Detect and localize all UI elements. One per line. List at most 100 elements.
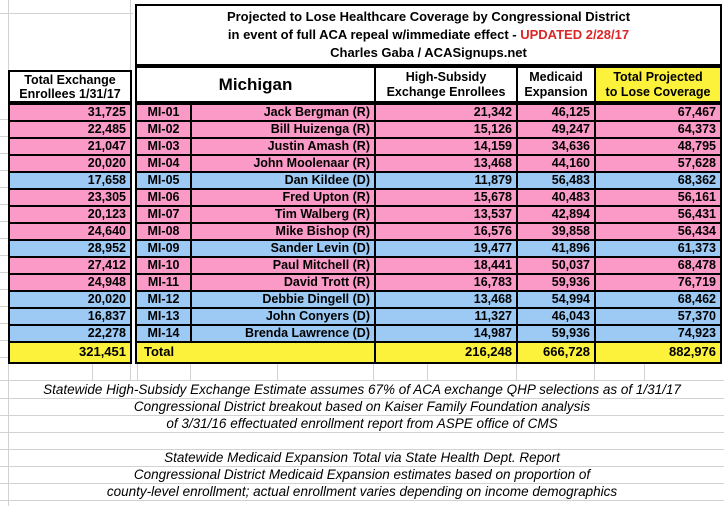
- exchange-enrollees-cell: 21,047: [10, 139, 130, 156]
- district-cell: MI-01: [137, 105, 192, 120]
- gridline: [130, 364, 131, 380]
- gridline: [427, 364, 428, 380]
- total-row: Total 216,248 666,728 882,976: [137, 343, 720, 362]
- total-projected-cell: 68,362: [677, 173, 716, 187]
- rep-name-cell: Debbie Dingell (D): [192, 292, 376, 307]
- gridline: [0, 398, 724, 399]
- gridline: [0, 415, 724, 416]
- district-cell: MI-13: [137, 309, 192, 324]
- gridline: [8, 364, 9, 506]
- col-header-total-projected: Total Projected to Lose Coverage: [596, 68, 720, 101]
- medicaid-cell: 46,043: [518, 309, 596, 324]
- total-projected-cell: 68,478: [677, 258, 716, 272]
- rep-name-cell: Justin Amash (R): [192, 139, 376, 154]
- exchange-enrollees-cell: 17,658: [10, 173, 130, 190]
- gridline: [373, 364, 374, 380]
- col-header-high-subsidy: High-Subsidy Exchange Enrollees: [376, 68, 518, 101]
- high-subsidy-cell: 11,879: [376, 173, 518, 188]
- high-subsidy-cell: 13,468: [376, 156, 518, 171]
- gridline: [0, 380, 724, 381]
- rep-name-cell: Mike Bishop (R): [192, 224, 376, 239]
- rep-name-cell: Jack Bergman (R): [192, 105, 376, 120]
- table-row: MI-11 David Trott (R) 16,783 59,936 76,719: [137, 275, 720, 292]
- total-projected-cell: 67,467: [677, 105, 716, 119]
- total-projected-cell: 76,719: [677, 275, 716, 289]
- district-cell: MI-08: [137, 224, 192, 239]
- total-medicaid-cell: 666,728: [518, 343, 596, 362]
- district-cell: MI-06: [137, 190, 192, 205]
- title-block: Projected to Lose Healthcare Coverage by…: [135, 4, 722, 66]
- rep-name-cell: Paul Mitchell (R): [192, 258, 376, 273]
- table-row: MI-09 Sander Levin (D) 19,477 41,896 61,373: [137, 241, 720, 258]
- high-subsidy-cell: 21,342: [376, 105, 518, 120]
- total-projected-cell: 56,161: [677, 190, 716, 204]
- table-row: MI-02 Bill Huizenga (R) 15,126 49,247 64,373: [137, 122, 720, 139]
- high-subsidy-cell: 15,678: [376, 190, 518, 205]
- left-column-values: 31,725 22,485 21,047 20,020 17,658 23,30…: [8, 103, 132, 364]
- gridline: [0, 483, 724, 484]
- footnote-exchange-line3: of 3/31/16 effectuated enrollment report…: [166, 416, 558, 431]
- table-row: MI-14 Brenda Lawrence (D) 14,987 59,936 74,9…: [137, 326, 720, 343]
- exchange-enrollees-cell: 20,020: [10, 292, 130, 309]
- high-subsidy-cell: 11,327: [376, 309, 518, 324]
- high-subsidy-cell: 14,159: [376, 139, 518, 154]
- footnote-exchange-line2: Congressional District breakout based on…: [133, 399, 591, 414]
- total-projected-total-cell: 882,976: [669, 344, 716, 359]
- table-row: MI-01 Jack Bergman (R) 21,342 46,125 67,467: [137, 105, 720, 122]
- medicaid-cell: 40,483: [518, 190, 596, 205]
- updated-date: UPDATED 2/28/17: [520, 27, 630, 42]
- left-column-header: Total Exchange Enrollees 1/31/17: [8, 70, 132, 103]
- district-cell: MI-02: [137, 122, 192, 137]
- high-subsidy-cell: 13,537: [376, 207, 518, 222]
- gridline: [190, 364, 191, 380]
- footnote-medicaid-line2: Congressional District Medicaid Expansio…: [133, 467, 591, 482]
- exchange-enrollees-cell: 22,278: [10, 326, 130, 343]
- gridline: [0, 103, 8, 364]
- exchange-enrollees-cell: 20,020: [10, 156, 130, 173]
- table-body: MI-01 Jack Bergman (R) 21,342 46,125 67,467 …: [135, 103, 722, 364]
- exchange-enrollees-cell: 28,952: [10, 241, 130, 258]
- medicaid-cell: 39,858: [518, 224, 596, 239]
- medicaid-cell: 44,160: [518, 156, 596, 171]
- high-subsidy-cell: 14,987: [376, 326, 518, 341]
- high-subsidy-cell: 16,783: [376, 275, 518, 290]
- total-projected-cell: 68,462: [677, 292, 716, 306]
- exchange-enrollees-cell: 24,640: [10, 224, 130, 241]
- exchange-enrollees-cell: 22,485: [10, 122, 130, 139]
- total-projected-cell: 74,923: [677, 326, 716, 340]
- medicaid-cell: 50,037: [518, 258, 596, 273]
- gridline: [594, 364, 595, 380]
- total-label-cell: Total: [137, 343, 376, 362]
- medicaid-cell: 42,894: [518, 207, 596, 222]
- district-cell: MI-12: [137, 292, 192, 307]
- gridline: [0, 466, 724, 467]
- rep-name-cell: Brenda Lawrence (D): [192, 326, 376, 341]
- district-cell: MI-07: [137, 207, 192, 222]
- medicaid-cell: 59,936: [518, 326, 596, 341]
- gridline: [92, 364, 93, 380]
- gridline: [644, 364, 645, 380]
- footnote-medicaid-line1: Statewide Medicaid Expansion Total via S…: [164, 450, 560, 465]
- table-row: MI-10 Paul Mitchell (R) 18,441 50,037 68,478: [137, 258, 720, 275]
- gridline: [0, 449, 724, 450]
- rep-name-cell: David Trott (R): [192, 275, 376, 290]
- gridline: [0, 432, 724, 433]
- gridline: [8, 0, 9, 70]
- exchange-enrollees-cell: 20,123: [10, 207, 130, 224]
- table-row: MI-08 Mike Bishop (R) 16,576 39,858 56,434: [137, 224, 720, 241]
- rep-name-cell: Sander Levin (D): [192, 241, 376, 256]
- high-subsidy-cell: 15,126: [376, 122, 518, 137]
- rep-name-cell: Fred Upton (R): [192, 190, 376, 205]
- total-projected-cell: 56,431: [677, 207, 716, 221]
- gridline: [130, 0, 131, 70]
- gridline: [0, 13, 133, 14]
- total-projected-cell: 56,434: [677, 224, 716, 238]
- total-high-subsidy-cell: 216,248: [376, 343, 518, 362]
- table-row: MI-13 John Conyers (D) 11,327 46,043 57,370: [137, 309, 720, 326]
- rep-name-cell: John Conyers (D): [192, 309, 376, 324]
- rep-name-cell: Dan Kildee (D): [192, 173, 376, 188]
- medicaid-cell: 59,936: [518, 275, 596, 290]
- gridline: [0, 500, 724, 501]
- exchange-enrollees-cell: 23,305: [10, 190, 130, 207]
